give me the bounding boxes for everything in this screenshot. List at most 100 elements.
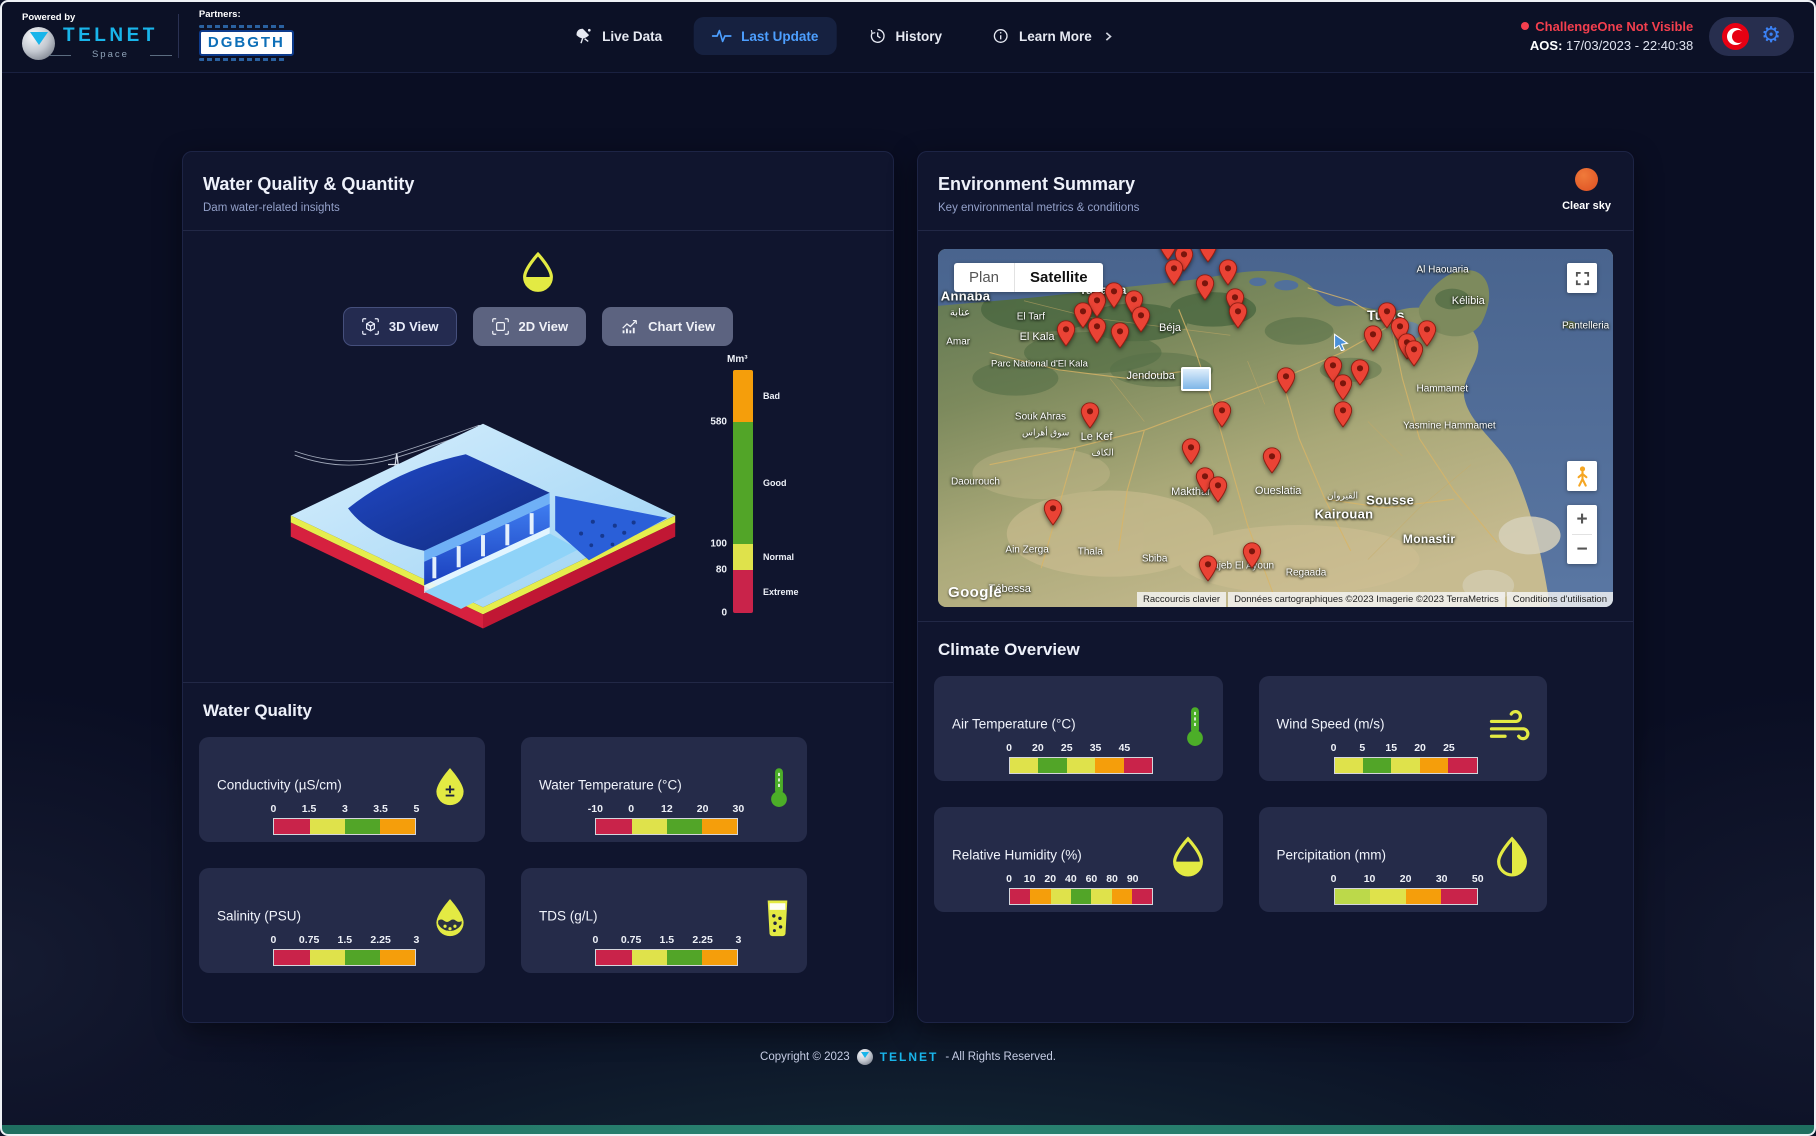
map-station-pin[interactable] — [1164, 259, 1184, 286]
map-station-pin[interactable] — [1080, 402, 1100, 430]
scale-label-bad: Bad — [763, 391, 781, 402]
dam-visualization-row: Mm³ Bad 580 Good 100 Normal 80 Extreme 0 — [183, 346, 893, 668]
droplet-plus-minus-icon: ± — [431, 765, 469, 807]
map-station-pin[interactable] — [1110, 322, 1130, 349]
environment-summary-card: Environment Summary Key environmental me… — [917, 151, 1634, 1023]
map-station-pin[interactable] — [1417, 320, 1437, 347]
map-attribution-item[interactable]: Conditions d'utilisation — [1506, 592, 1613, 607]
map-station-pin[interactable] — [1195, 273, 1215, 301]
gauge-label: Wind Speed (m/s) — [1276, 716, 1385, 732]
map-station-pin[interactable] — [1350, 359, 1370, 387]
map-station-pin[interactable] — [1333, 374, 1353, 401]
climate-gauge-air-temperature-c: Air Temperature (°C) 0 20 25 35 45 — [934, 676, 1223, 781]
waveform-icon — [712, 28, 733, 44]
map-station-pin[interactable] — [1262, 447, 1282, 474]
map-zoom-control: + − — [1567, 505, 1597, 564]
view-button-2d[interactable]: 2D View — [472, 307, 587, 346]
footer-telnet-logo-icon — [856, 1049, 873, 1065]
map-station-pin[interactable] — [1276, 366, 1296, 394]
scale-segment-extreme — [733, 570, 753, 613]
map-type-satellite-button[interactable]: Satellite — [1030, 269, 1088, 286]
satellite-dish-icon — [575, 27, 593, 45]
map-station-pin[interactable] — [1043, 499, 1063, 526]
thermometer-icon — [767, 765, 791, 807]
map-place-label: Hammamet — [1416, 383, 1469, 395]
brand-block: Powered by TELNET Space — [22, 12, 172, 60]
map-station-pin[interactable] — [1174, 249, 1194, 272]
stations-map[interactable]: Annaba عنابة Tabarka El Tarf El Kala Amar Béja… — [938, 249, 1613, 607]
map-station-pin[interactable] — [1212, 400, 1232, 428]
header-divider — [177, 14, 179, 58]
climate-gauge-grid: Air Temperature (°C) 0 20 25 35 45 Wind Speed … — [918, 664, 1633, 912]
gauge-label: Water Temperature (°C) — [539, 777, 682, 793]
map-station-pin[interactable] — [1158, 249, 1178, 261]
map-attribution-item[interactable]: Raccourcis clavier — [1137, 592, 1227, 607]
gauge-ticks: 0 5 15 20 25 — [1330, 742, 1455, 754]
history-clock-icon — [868, 27, 886, 45]
map-place-label: Oueslatia — [1254, 484, 1302, 497]
map-station-pin[interactable] — [1198, 554, 1218, 582]
gauge-label: Percipitation (mm) — [1276, 847, 1387, 863]
map-attribution-item[interactable]: Données cartographiques ©2023 Imagerie ©… — [1228, 592, 1505, 607]
gauge-ticks: 0 20 25 35 45 — [1006, 742, 1131, 754]
map-type-plan-button[interactable]: Plan — [969, 269, 1000, 286]
reservoir-level-scale: Mm³ Bad 580 Good 100 Normal 80 Extreme 0 — [699, 354, 849, 619]
visibility-alert: ChallengeOne Not Visible — [1521, 17, 1693, 37]
info-icon — [992, 27, 1010, 45]
map-station-pin[interactable] — [1323, 356, 1343, 383]
map-zoom-in-button[interactable]: + — [1576, 508, 1588, 530]
nav-last-update[interactable]: Last Update — [694, 17, 837, 55]
map-station-pin[interactable] — [1333, 400, 1353, 428]
square-2d-icon — [491, 317, 510, 336]
map-station-pin[interactable] — [1242, 542, 1262, 569]
gauge-bar — [273, 949, 417, 966]
map-station-pin[interactable] — [1363, 325, 1383, 353]
map-fullscreen-button[interactable] — [1567, 263, 1597, 293]
map-station-pin[interactable] — [1104, 282, 1124, 310]
map-station-pin[interactable] — [1377, 302, 1397, 329]
map-station-pin[interactable] — [1181, 438, 1201, 465]
dashboard-content: Water Quality & Quantity Dam water-relat… — [182, 151, 1634, 1023]
climate-gauge-relative-humidity: Relative Humidity (%) 0 10 20 40 60 80 90 — [934, 807, 1223, 912]
map-station-pin[interactable] — [1087, 316, 1107, 344]
map-zoom-out-button[interactable]: − — [1576, 538, 1588, 560]
map-station-pin[interactable] — [1198, 249, 1218, 263]
google-logo[interactable]: Google — [948, 584, 1003, 601]
nav-live-data[interactable]: Live Data — [557, 16, 680, 56]
nav-history[interactable]: History — [850, 16, 960, 56]
map-station-pin[interactable] — [1208, 476, 1228, 503]
map-station-pin[interactable] — [1218, 259, 1238, 286]
view-mode-buttons: 3D View 2D View Chart View — [183, 307, 893, 346]
water-gauge-water-temperature-c: Water Temperature (°C) -10 0 12 20 30 — [521, 737, 807, 842]
map-place-label: Jendouba — [1126, 370, 1175, 383]
map-station-pin[interactable] — [1195, 467, 1215, 494]
map-station-pin[interactable] — [1073, 302, 1093, 329]
scale-unit-label: Mm³ — [727, 354, 748, 365]
gauge-label: TDS (g/L) — [539, 908, 598, 924]
water-gauge-salinity-psu: Salinity (PSU) 0 0.75 1.5 2.25 3 — [199, 868, 485, 973]
top-nav-bar: Powered by TELNET Space Partners: DGBGTH… — [0, 0, 1816, 73]
water-card-subtitle: Dam water-related insights — [203, 202, 340, 214]
dam-site-marker[interactable] — [1181, 367, 1211, 392]
partners-label: Partners: — [198, 9, 241, 21]
brand-name: TELNET — [63, 25, 158, 46]
map-pegman-button[interactable] — [1567, 461, 1597, 491]
scale-label-good: Good — [763, 477, 787, 488]
background-water-band — [2, 1125, 1814, 1134]
cursor-icon — [1333, 333, 1349, 352]
map-place-label: Al Haouaria — [1416, 264, 1469, 276]
map-place-label: Parc National d'El Kala — [991, 358, 1088, 370]
map-station-pin[interactable] — [1228, 302, 1248, 329]
water-gauge-conductivity-s-cm: Conductivity (µS/cm) ±0 1.5 3 3.5 5 — [199, 737, 485, 842]
map-station-pin[interactable] — [1087, 291, 1107, 319]
view-button-chart[interactable]: Chart View — [602, 307, 734, 346]
gauge-bar — [273, 818, 417, 835]
map-place-label: Thala — [1077, 546, 1103, 557]
view-button-3d[interactable]: 3D View — [342, 307, 457, 346]
nav-learn-more[interactable]: Learn More — [974, 16, 1132, 56]
map-station-pin[interactable] — [1056, 320, 1076, 347]
settings-gear-icon[interactable]: ⚙ — [1761, 23, 1781, 48]
tunisia-flag-icon[interactable]: ★ — [1722, 22, 1750, 50]
map-station-pin[interactable] — [1404, 340, 1424, 367]
map-station-pin[interactable] — [1131, 306, 1151, 333]
